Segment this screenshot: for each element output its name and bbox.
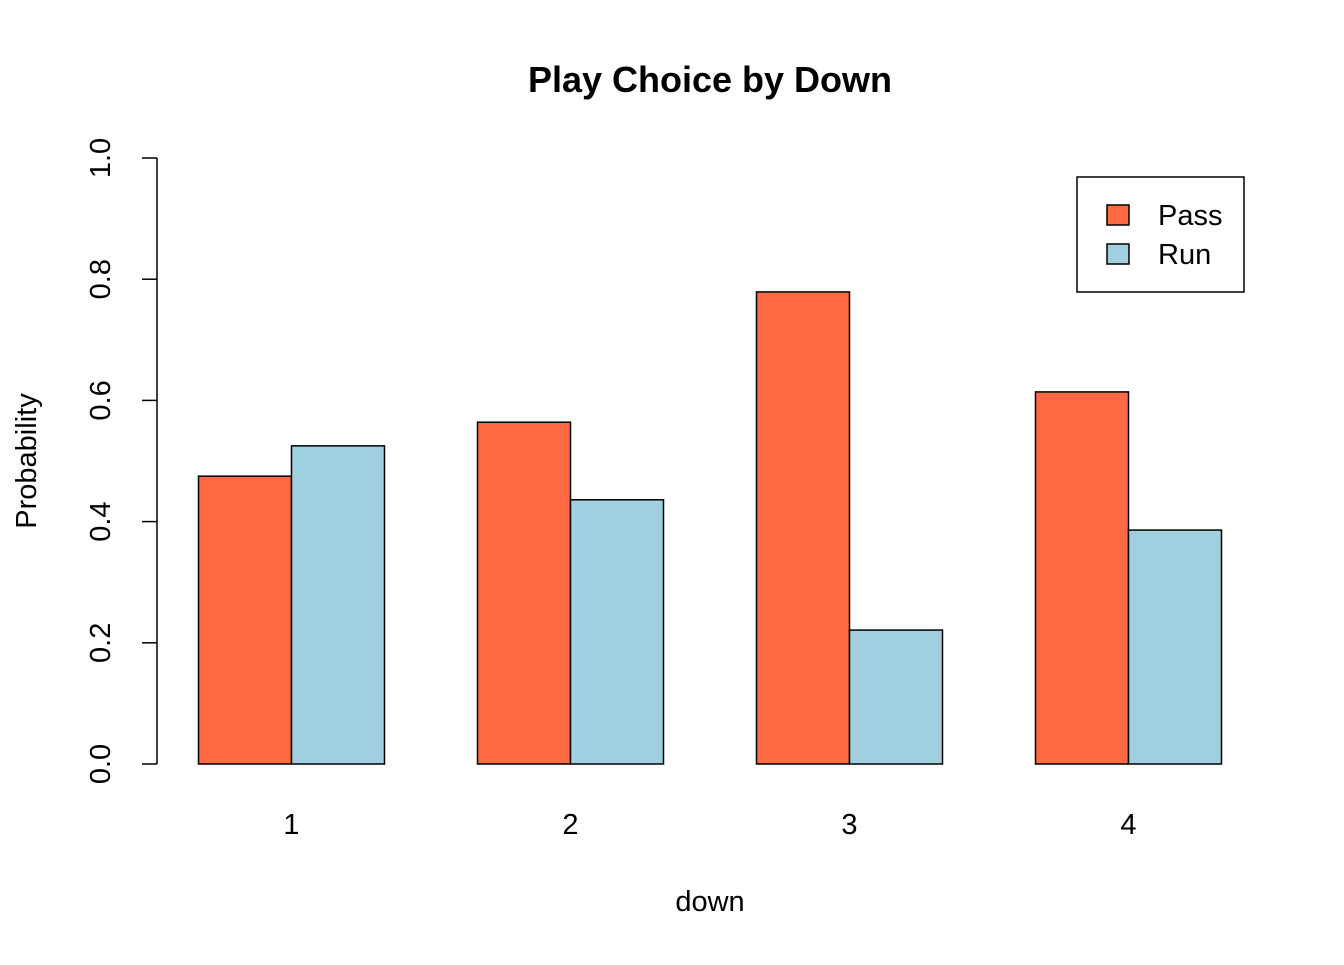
bar-run-down-4 — [1127, 529, 1223, 765]
bar-run-down-3 — [848, 629, 944, 765]
legend-swatch-run — [1106, 243, 1130, 265]
y-axis-title: Probability — [11, 393, 43, 529]
bar-pass-down-1 — [197, 475, 293, 765]
bar-pass-down-3 — [755, 291, 851, 765]
chart-title: Play Choice by Down — [528, 59, 892, 100]
x-tick-label: 2 — [562, 809, 578, 841]
legend-box — [1076, 176, 1245, 293]
legend-label-pass: Pass — [1158, 200, 1222, 232]
bar-pass-down-4 — [1034, 391, 1130, 765]
y-tick-label: 0.6 — [85, 380, 117, 420]
y-tick-label: 0.2 — [85, 623, 117, 663]
legend-swatch-pass — [1106, 204, 1130, 226]
legend-label-run: Run — [1158, 239, 1211, 271]
x-tick-label: 4 — [1120, 809, 1136, 841]
y-tick-label: 0.4 — [85, 501, 117, 541]
y-tick-label: 1.0 — [85, 138, 117, 178]
bars-group — [197, 291, 1223, 765]
x-axis-title: down — [675, 886, 744, 918]
legend: Pass Run — [1076, 176, 1245, 293]
x-axis-tick-labels: 1 2 3 4 — [283, 809, 1136, 841]
y-tick-label: 0.0 — [85, 744, 117, 784]
bar-run-down-2 — [569, 499, 665, 765]
y-axis: 0.0 0.2 0.4 0.6 0.8 1.0 — [85, 138, 158, 784]
x-tick-label: 1 — [283, 809, 299, 841]
y-tick-label: 0.8 — [85, 259, 117, 299]
bar-pass-down-2 — [476, 421, 572, 765]
x-tick-label: 3 — [841, 809, 857, 841]
bar-run-down-1 — [290, 445, 386, 765]
